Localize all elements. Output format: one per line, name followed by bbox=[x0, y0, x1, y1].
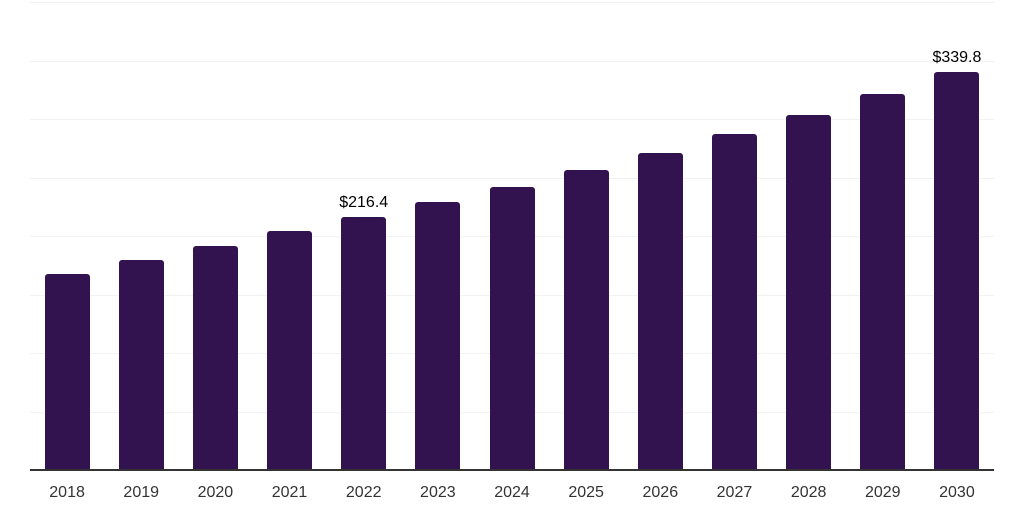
x-axis-tick-label: 2025 bbox=[568, 484, 604, 501]
bar-2028 bbox=[786, 114, 832, 470]
bar-2021 bbox=[267, 231, 313, 470]
bar-2023 bbox=[415, 202, 461, 470]
bar-2025 bbox=[563, 170, 609, 470]
bar-2029 bbox=[860, 94, 906, 470]
bar-2026 bbox=[637, 152, 683, 470]
bar-2030 bbox=[934, 72, 980, 470]
bar-2027 bbox=[711, 134, 757, 470]
bar-2022 bbox=[341, 216, 387, 470]
data-label-2022: $216.4 bbox=[339, 193, 389, 211]
gridline bbox=[30, 177, 994, 179]
x-axis-line bbox=[30, 469, 994, 471]
x-axis-tick-label: 2023 bbox=[420, 484, 456, 501]
x-axis-tick-label: 2027 bbox=[716, 484, 753, 501]
gridline bbox=[30, 2, 994, 3]
bar-2018 bbox=[44, 274, 90, 470]
x-axis-tick-label: 2021 bbox=[271, 484, 308, 501]
bar-2019 bbox=[118, 260, 164, 470]
x-axis-tick-label: 2024 bbox=[494, 484, 530, 501]
x-axis-tick-label: 2028 bbox=[790, 484, 827, 501]
x-axis-tick-label: 2030 bbox=[939, 484, 975, 501]
gridline bbox=[30, 119, 994, 120]
x-axis-tick-label: 2029 bbox=[864, 484, 901, 501]
x-axis-tick-label: 2022 bbox=[345, 484, 382, 501]
bar-2024 bbox=[489, 186, 535, 470]
x-axis-tick-label: 2020 bbox=[197, 484, 234, 501]
x-axis-tick-label: 2019 bbox=[123, 484, 160, 501]
data-label-2030: $339.8 bbox=[932, 49, 982, 67]
bar-2020 bbox=[192, 246, 238, 470]
x-axis-tick-label: 2026 bbox=[642, 484, 679, 501]
x-axis-tick-label: 2018 bbox=[49, 484, 85, 501]
gridline bbox=[30, 60, 994, 62]
